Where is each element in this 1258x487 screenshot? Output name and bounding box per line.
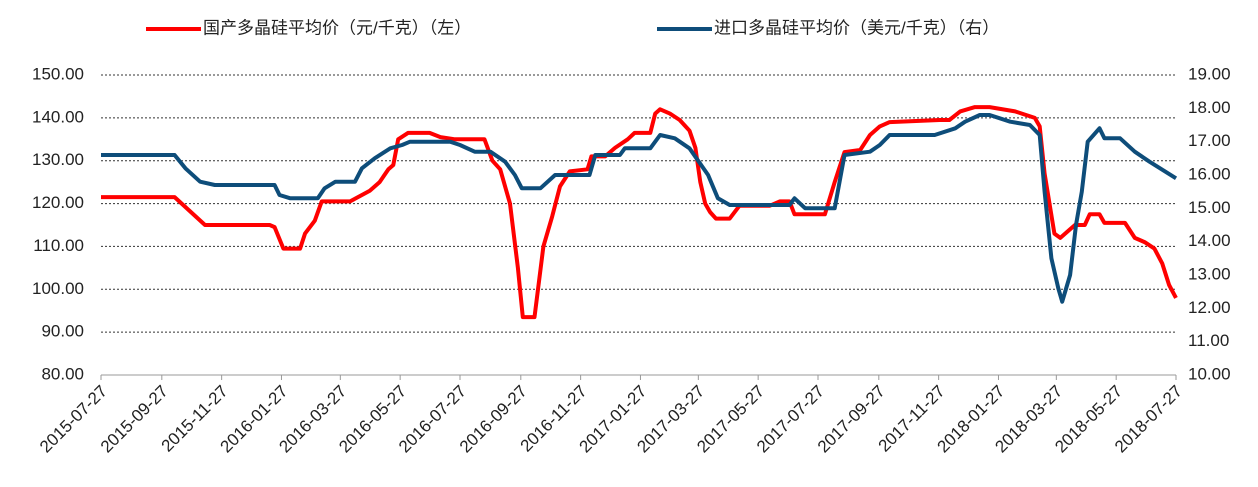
y2-tick-label: 10.00 [1188,364,1231,383]
y2-tick-label: 15.00 [1188,198,1231,217]
series-line [101,105,1178,320]
series-line [101,113,1178,304]
y2-tick-label: 16.00 [1188,164,1231,183]
y-tick-label: 110.00 [33,236,84,255]
y-tick-label: 100.00 [32,279,84,298]
y2-tick-label: 18.00 [1188,98,1231,117]
y2-tick-label: 12.00 [1188,298,1231,317]
y2-tick-label: 11.00 [1188,331,1229,350]
y-tick-label: 140.00 [32,107,84,126]
y-tick-label: 90.00 [41,322,84,341]
legend-label: 国产多晶硅平均价（元/千克）（左） [203,18,471,37]
y2-tick-label: 19.00 [1188,64,1231,83]
y-tick-label: 150.00 [32,64,84,83]
y-tick-label: 80.00 [41,364,84,383]
legend-label: 进口多晶硅平均价（美元/千克）（右） [714,18,999,37]
y2-tick-label: 13.00 [1188,264,1231,283]
y-tick-label: 120.00 [32,193,84,212]
y-tick-label: 130.00 [32,150,84,169]
y2-tick-label: 14.00 [1188,231,1231,250]
y2-tick-label: 17.00 [1188,131,1231,150]
